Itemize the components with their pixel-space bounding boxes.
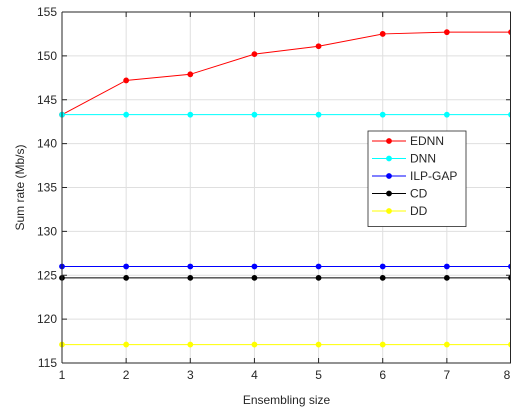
x-tick-label: 5: [315, 368, 322, 382]
data-point-dnn: [315, 111, 322, 118]
legend-label-dd: DD: [410, 204, 428, 218]
data-point-dnn: [443, 111, 450, 118]
legend-label-ilp-gap: ILP-GAP: [410, 169, 457, 183]
data-point-dd: [443, 341, 450, 348]
data-point-dd: [251, 341, 258, 348]
data-point-ednn: [123, 77, 130, 84]
data-point-dnn: [379, 111, 386, 118]
legend-marker-dnn: [386, 155, 392, 162]
y-tick-label: 125: [37, 268, 57, 282]
y-tick-label: 135: [37, 181, 57, 195]
legend-marker-ednn: [386, 138, 392, 144]
data-point-ednn: [315, 43, 322, 50]
data-point-ilp-gap: [123, 263, 130, 270]
data-point-ednn: [443, 29, 450, 36]
data-point-dd: [187, 341, 194, 348]
data-point-dd: [123, 341, 130, 348]
y-tick-label: 115: [38, 356, 57, 370]
y-tick-label: 120: [37, 312, 57, 326]
x-tick-label: 8: [504, 368, 511, 382]
y-tick-label: 150: [37, 49, 57, 63]
legend-label-cd: CD: [410, 187, 428, 201]
x-tick-label: 4: [251, 368, 258, 382]
legend-marker-ilp-gap: [386, 173, 392, 179]
data-point-ilp-gap: [315, 263, 322, 270]
legend-label-ednn: EDNN: [410, 134, 444, 148]
data-point-dd: [379, 341, 386, 348]
y-tick-label: 130: [37, 224, 57, 238]
x-tick-label: 1: [59, 368, 66, 382]
data-point-ednn: [251, 51, 258, 58]
data-point-dnn: [187, 111, 194, 118]
legend-marker-dd: [386, 208, 392, 214]
data-point-cd: [443, 274, 450, 281]
x-tick-label: 6: [379, 368, 386, 382]
data-point-ilp-gap: [379, 263, 386, 270]
y-axis-label: Sum rate (Mb/s): [13, 144, 27, 230]
legend: EDNN DNN ILP-GAP CD DD: [367, 130, 467, 227]
data-point-ilp-gap: [187, 263, 194, 270]
tick-labels: 1 2 3 4 5 6 7 8 115 120 125 130 135 140 145 150 155: [37, 5, 511, 382]
data-point-ednn: [379, 31, 386, 37]
data-point-cd: [315, 274, 322, 281]
legend-label-dnn: DNN: [410, 152, 436, 166]
data-point-ednn: [187, 71, 194, 78]
data-point-cd: [123, 274, 130, 281]
data-point-ilp-gap: [443, 263, 450, 270]
legend-marker-cd: [386, 190, 392, 197]
data-point-cd: [251, 274, 258, 281]
y-tick-label: 155: [37, 5, 57, 19]
x-tick-label: 3: [187, 368, 194, 382]
series-line-ednn: [61, 31, 511, 116]
data-point-dnn: [251, 111, 258, 118]
data-point-cd: [187, 274, 194, 281]
x-tick-label: 7: [444, 368, 451, 382]
x-axis-label: Ensembling size: [243, 393, 331, 407]
data-point-ilp-gap: [251, 263, 258, 270]
x-tick-label: 2: [123, 368, 130, 382]
y-tick-label: 140: [37, 137, 57, 151]
data-point-dd: [315, 341, 322, 348]
data-point-dnn: [123, 111, 130, 118]
data-point-cd: [379, 274, 386, 281]
y-tick-label: 145: [37, 93, 57, 107]
